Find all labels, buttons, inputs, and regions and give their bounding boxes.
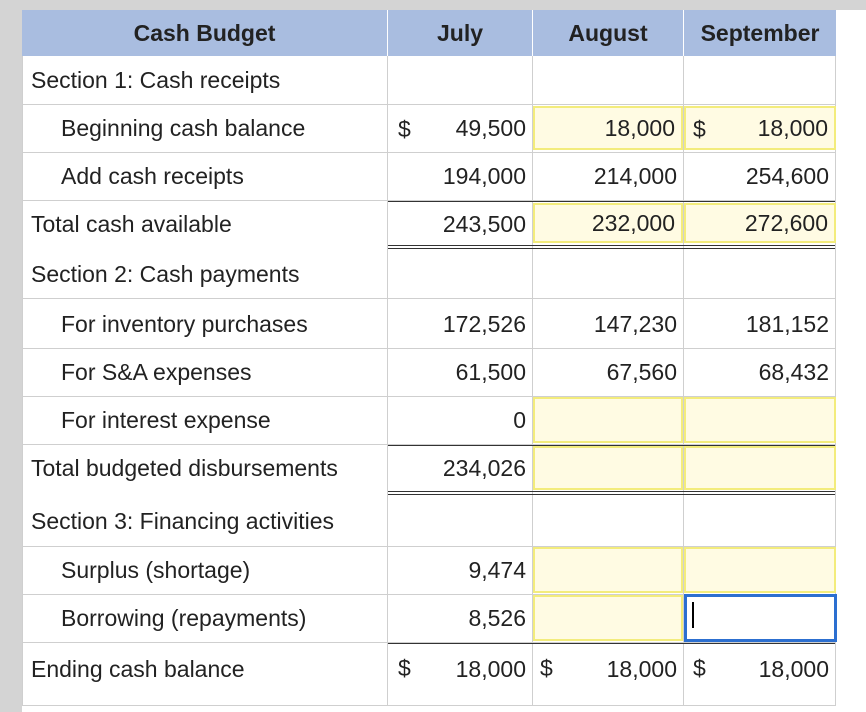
ending-cash-july: 18,000 <box>455 655 526 682</box>
interest-july: 0 <box>513 406 526 433</box>
grid-line <box>22 56 23 706</box>
total-available-september-input[interactable]: 272,600 <box>684 203 836 243</box>
section-1-heading: Section 1: Cash receipts <box>31 66 281 93</box>
grid-line <box>22 348 836 349</box>
total-disbursements-august-input[interactable] <box>533 446 683 490</box>
beginning-cash-july: 49,500 <box>455 114 526 141</box>
grid-line <box>22 200 836 201</box>
section-3-heading: Section 3: Financing activities <box>31 507 334 534</box>
surplus-september-input[interactable] <box>684 547 836 593</box>
ending-cash-august: 18,000 <box>606 655 677 682</box>
sa-expenses-july: 61,500 <box>455 358 526 385</box>
borrowing-august-input[interactable] <box>533 595 683 641</box>
add-receipts-august: 214,000 <box>593 162 677 189</box>
grid-line <box>532 56 533 706</box>
grid-line <box>22 444 836 445</box>
surplus-july: 9,474 <box>468 556 526 583</box>
header-month-july: July <box>388 10 532 56</box>
currency-symbol: $ <box>398 116 411 142</box>
beginning-cash-label: Beginning cash balance <box>61 114 306 141</box>
grid-line <box>22 298 836 299</box>
sa-expenses-label: For S&A expenses <box>61 358 252 385</box>
grid-line <box>387 56 388 706</box>
total-available-august-input[interactable]: 232,000 <box>533 203 683 243</box>
total-available-label: Total cash available <box>31 210 232 237</box>
cash-budget-sheet: Cash Budget July August September Sectio… <box>22 10 866 712</box>
beginning-cash-august-input[interactable]: 18,000 <box>533 106 683 150</box>
inventory-september: 181,152 <box>745 310 829 337</box>
header-month-september: September <box>684 10 836 56</box>
inventory-july: 172,526 <box>442 310 526 337</box>
ending-cash-september: 18,000 <box>758 655 829 682</box>
grid-line <box>22 642 836 643</box>
surplus-label: Surplus (shortage) <box>61 556 251 583</box>
currency-symbol: $ <box>398 655 411 681</box>
interest-label: For interest expense <box>61 406 271 433</box>
grid-line <box>22 594 836 595</box>
total-rule <box>388 445 835 446</box>
interest-august-input[interactable] <box>533 397 683 443</box>
currency-symbol: $ <box>693 116 706 142</box>
grid-line <box>22 104 836 105</box>
double-rule <box>388 245 835 246</box>
borrowing-july: 8,526 <box>468 604 526 631</box>
total-disbursements-july: 234,026 <box>442 454 526 481</box>
total-rule <box>388 643 835 644</box>
double-rule <box>388 491 835 492</box>
total-disbursements-september-input[interactable] <box>684 446 836 490</box>
section-2-heading: Section 2: Cash payments <box>31 260 300 287</box>
grid-line <box>22 546 836 547</box>
surplus-august-input[interactable] <box>533 547 683 593</box>
double-rule <box>388 248 835 249</box>
sa-expenses-august: 67,560 <box>606 358 677 385</box>
inventory-label: For inventory purchases <box>61 310 308 337</box>
sa-expenses-september: 68,432 <box>758 358 829 385</box>
grid-line <box>22 152 836 153</box>
grid-line <box>22 396 836 397</box>
ending-cash-label: Ending cash balance <box>31 655 245 682</box>
interest-september-input[interactable] <box>684 397 836 443</box>
add-receipts-label: Add cash receipts <box>61 162 244 189</box>
borrowing-label: Borrowing (repayments) <box>61 604 307 631</box>
header-title: Cash Budget <box>22 10 387 56</box>
borrowing-september-input[interactable] <box>684 594 837 642</box>
grid-line <box>22 705 836 706</box>
add-receipts-july: 194,000 <box>442 162 526 189</box>
add-receipts-september: 254,600 <box>745 162 829 189</box>
grid-line <box>683 56 684 706</box>
double-rule <box>388 494 835 495</box>
total-available-july: 243,500 <box>442 210 526 237</box>
currency-symbol: $ <box>693 655 706 681</box>
total-rule <box>388 201 835 202</box>
total-disbursements-label: Total budgeted disbursements <box>31 454 338 481</box>
grid-line <box>835 56 836 706</box>
inventory-august: 147,230 <box>593 310 677 337</box>
currency-symbol: $ <box>540 655 553 681</box>
beginning-cash-september-input[interactable]: 18,000 <box>684 106 836 150</box>
header-month-august: August <box>533 10 683 56</box>
